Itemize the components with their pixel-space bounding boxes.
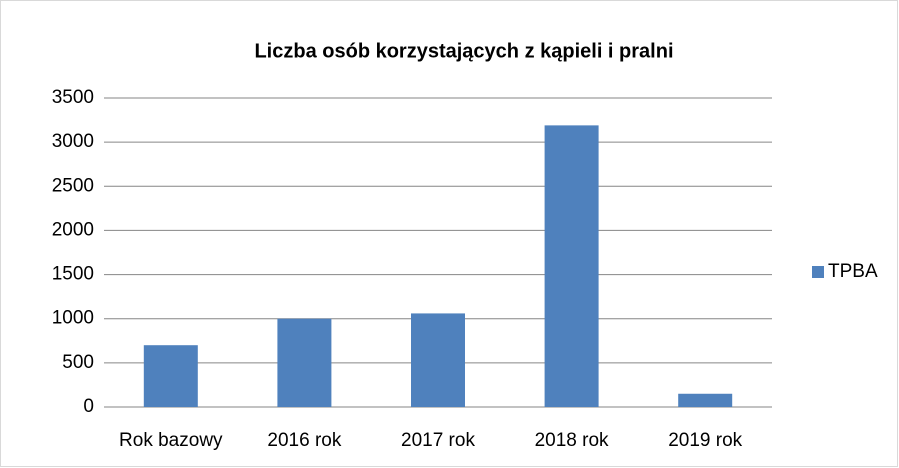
bar xyxy=(544,125,599,408)
legend-swatch xyxy=(812,266,824,278)
x-tick-label: 2019 rok xyxy=(668,430,742,451)
x-tick-label: 2017 rok xyxy=(401,430,475,451)
x-tick-label: 2018 rok xyxy=(535,430,609,451)
y-tick-label: 2500 xyxy=(52,175,94,196)
bar xyxy=(277,318,332,407)
legend-label: TPBA xyxy=(828,261,878,282)
bar xyxy=(678,393,733,407)
y-tick-label: 0 xyxy=(83,396,94,417)
y-tick-label: 2000 xyxy=(52,219,94,240)
y-tick-label: 3500 xyxy=(52,87,94,108)
y-tick-label: 1000 xyxy=(52,308,94,329)
y-tick-label: 3000 xyxy=(52,131,94,152)
x-tick-label: 2016 rok xyxy=(267,430,341,451)
chart-title: Liczba osób korzystających z kąpieli i p… xyxy=(254,40,673,62)
y-tick-label: 1500 xyxy=(52,264,94,285)
bar xyxy=(143,345,198,407)
x-tick-label: Rok bazowy xyxy=(119,430,223,451)
y-tick-label: 500 xyxy=(62,352,94,373)
bar xyxy=(411,313,465,407)
